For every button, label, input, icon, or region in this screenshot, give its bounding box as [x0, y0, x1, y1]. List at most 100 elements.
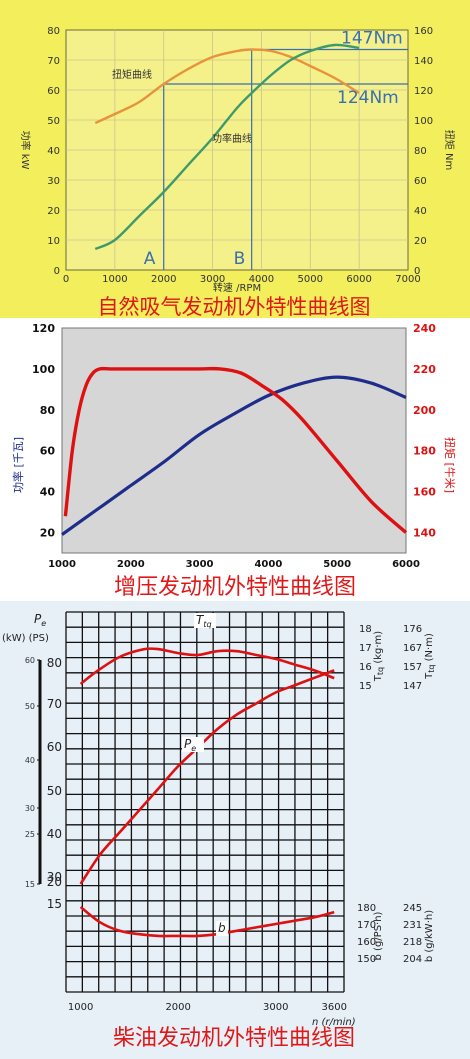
panel2-x-tick-label: 1000 [48, 559, 76, 570]
panel3-torque-nm-units: (N·m) [424, 633, 435, 664]
panel3-power-symbol-sub: e [41, 619, 46, 628]
panel1-right-tick-label: 20 [414, 236, 427, 247]
panel3-x-tick-label: 3000 [263, 1002, 288, 1013]
panel3-fuel-ps-tick-label: 150 [357, 954, 376, 965]
panel2-right-tick-label: 160 [413, 486, 436, 499]
panel2-x-tick-label: 3000 [186, 559, 214, 570]
panel3-nm-tick-label: 167 [403, 643, 422, 654]
panel2-right-tick-label: 180 [413, 445, 436, 458]
panel3-nm-tick-label: 157 [403, 662, 422, 673]
panel3-ps-tick-label: 30 [47, 870, 62, 884]
panel3-fuel-ps-tick-label: 160 [357, 937, 376, 948]
panel3-ps-tick-label: 70 [47, 697, 62, 711]
panel3-ps-tick-label: 15 [47, 897, 62, 911]
panel3-kw-tick-label: 30 [25, 804, 35, 813]
panel1-right-tick-label: 80 [414, 146, 427, 157]
panel2-series [61, 366, 408, 536]
panel3-kw-tick-label: 40 [25, 756, 35, 765]
panel3-ps-tick-label: 50 [47, 784, 62, 798]
panel1-left-ticks: 0 10 20 30 40 50 60 70 80 [47, 26, 60, 277]
panel2-x-tick-label: 4000 [254, 559, 282, 570]
panel3-kw-tick-label: 60 [25, 656, 35, 665]
panel1-power-line [94, 43, 360, 251]
panel2-x-tick-label: 2000 [117, 559, 145, 570]
panel1-left-tick-label: 50 [47, 116, 60, 127]
panel3-x-axis-label: n (r/min) [312, 1017, 356, 1028]
panel1-right-ticks: 0 20 40 60 80 100 120 140 160 [414, 26, 433, 277]
panel2-left-tick-label: 120 [32, 322, 55, 335]
panel3-fuel-kw-tick-label: 231 [403, 920, 422, 931]
panel2-right-tick-label: 140 [413, 527, 436, 540]
panel2-x-tick-label: 6000 [392, 559, 420, 570]
panel3-grid [65, 611, 345, 993]
panel3-torque-nm-sub: tq [427, 665, 436, 673]
panel3-kgm-tick-label: 17 [359, 643, 372, 654]
panel3-power-series-label-bg [182, 737, 204, 752]
panel3-torque-kgm-label: Ttq (kg·m) [373, 631, 385, 682]
panel3-scales: Pe(kW) (PS)60504030251580706050403020151… [2, 612, 436, 1028]
panel3-kgm-tick-label: 16 [359, 662, 372, 673]
panel3-torque-line [79, 647, 335, 686]
panel1-marker-b: B [234, 249, 246, 269]
panel3-fuel-series-label: b [218, 921, 226, 935]
panel1-torque-low-label: 124Nm [337, 88, 399, 108]
panel1-left-tick-label: 0 [54, 266, 60, 277]
panel2-left-tick-label: 40 [40, 486, 56, 499]
panel2-right-tick-label: 200 [413, 404, 436, 417]
panel3-ps-tick-label: 60 [47, 740, 62, 754]
panel3-fuel-kw-label: b (g/kW·h) [424, 910, 435, 962]
panel1-left-tick-label: 80 [47, 26, 60, 37]
panel1-right-tick-label: 160 [414, 26, 433, 37]
panel2-right-axis-label: 扭矩 [牛米] [443, 437, 457, 493]
panel2-x-ticks: 1000 2000 3000 4000 5000 6000 [48, 559, 420, 570]
panel1-right-tick-label: 100 [414, 116, 433, 127]
panel3-background [0, 601, 470, 1059]
panel1-left-tick-label: 60 [47, 86, 60, 97]
panel3-kw-tick-label: 50 [25, 702, 35, 711]
panel3-fuel-line [79, 905, 335, 938]
panel2-left-axis-label: 功率 [千瓦] [11, 437, 25, 493]
panel1-x-tick-label: 5000 [298, 274, 323, 285]
panel1-grid [66, 30, 408, 270]
panel1-guides [163, 48, 408, 270]
panel2-power-line [61, 375, 407, 536]
panel3-fuel-kw-tick-label: 204 [403, 954, 422, 965]
panel3-power-units: (kW) (PS) [2, 633, 49, 644]
panel3-x-tick-label: 3600 [322, 1002, 347, 1013]
panel1-left-tick-label: 40 [47, 146, 60, 157]
panel3-kgm-tick-label: 18 [359, 624, 372, 635]
panel2-plot-area [61, 327, 407, 554]
panel3-fuel-ps-tick-label: 180 [357, 903, 376, 914]
panel1-left-axis-label: 功率 kW [19, 131, 32, 170]
panel1-x-tick-label: 6000 [346, 274, 371, 285]
panel1-left-tick-label: 20 [47, 206, 60, 217]
panel1-torque-line [94, 48, 360, 125]
panel3-kgm-tick-label: 15 [359, 681, 372, 692]
panel2-left-ticks: 20 40 60 80 100 120 [32, 322, 55, 540]
panel1-x-ticks: 0 1000 2000 3000 4000 5000 6000 7000 [63, 274, 421, 285]
panel1-torque-high-label: 147Nm [341, 29, 403, 49]
panel1-x-tick-label: 1000 [102, 274, 127, 285]
panel1-right-tick-label: 140 [414, 56, 433, 67]
panel1-title: 自然吸气发动机外特性曲线图 [98, 295, 371, 319]
panel3-power-series-label-sub: e [191, 744, 196, 753]
panel2-left-tick-label: 80 [40, 404, 56, 417]
panel3-kw-tick-label: 25 [25, 830, 35, 839]
panel3-fuel-series-label-bg [216, 921, 228, 936]
panel1-x-tick-label: 3000 [200, 274, 225, 285]
panel3-x-tick-label: 2000 [165, 1002, 190, 1013]
panel3-kw-tick-label: 15 [25, 880, 35, 889]
panel1-left-tick-label: 30 [47, 176, 60, 187]
panel2-left-tick-label: 100 [32, 363, 55, 376]
panel2-right-ticks: 140 160 180 200 220 240 [413, 322, 436, 540]
panel3-torque-series-label-sub: tq [203, 620, 211, 629]
panel1-series-label-power: 功率曲线 [212, 132, 252, 145]
panel3-torque-kgm-units: (kg·m) [373, 631, 384, 667]
panel1-x-tick-label: 4000 [249, 274, 274, 285]
panel3-fuel-ps-tick-label: 170 [357, 920, 376, 931]
panel3-x-tick-label: 1000 [68, 1002, 93, 1013]
panel1-right-tick-label: 0 [414, 266, 420, 277]
panel1-left-tick-label: 70 [47, 56, 60, 67]
panel3-series [79, 647, 335, 938]
